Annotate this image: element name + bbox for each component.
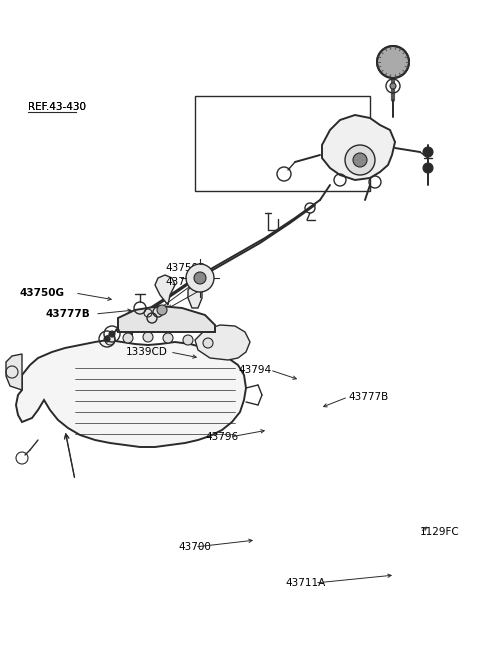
Text: 43750G: 43750G [20,288,65,298]
Circle shape [345,145,375,175]
Circle shape [186,264,214,292]
Circle shape [105,335,115,345]
Polygon shape [16,340,246,447]
Text: REF.43-430: REF.43-430 [28,102,86,112]
Text: 43777B: 43777B [46,309,91,319]
Circle shape [123,333,133,343]
Circle shape [194,272,206,284]
Text: 43750B: 43750B [165,263,205,273]
Polygon shape [188,285,202,308]
Text: 1339CD: 1339CD [126,347,168,357]
Polygon shape [195,325,250,360]
Circle shape [157,305,167,315]
Circle shape [183,335,193,345]
Bar [195,96,370,191]
Text: 43777B: 43777B [165,277,205,287]
Text: 43777B: 43777B [348,392,388,402]
Text: 1129FC: 1129FC [420,527,460,537]
Polygon shape [322,115,395,180]
Circle shape [353,153,367,167]
Polygon shape [6,354,22,390]
Circle shape [104,336,110,342]
Circle shape [377,46,409,78]
Text: 43700: 43700 [178,542,211,552]
Polygon shape [118,306,215,332]
Text: 43794: 43794 [238,365,271,375]
Text: REF.43-430: REF.43-430 [28,102,86,112]
Circle shape [423,163,433,173]
Circle shape [163,333,173,343]
Polygon shape [155,275,175,305]
Text: 43796: 43796 [205,432,238,442]
Circle shape [423,147,433,157]
Circle shape [203,338,213,348]
Circle shape [390,83,396,89]
Text: 43711A: 43711A [285,578,325,588]
Circle shape [143,332,153,342]
Circle shape [109,331,115,337]
